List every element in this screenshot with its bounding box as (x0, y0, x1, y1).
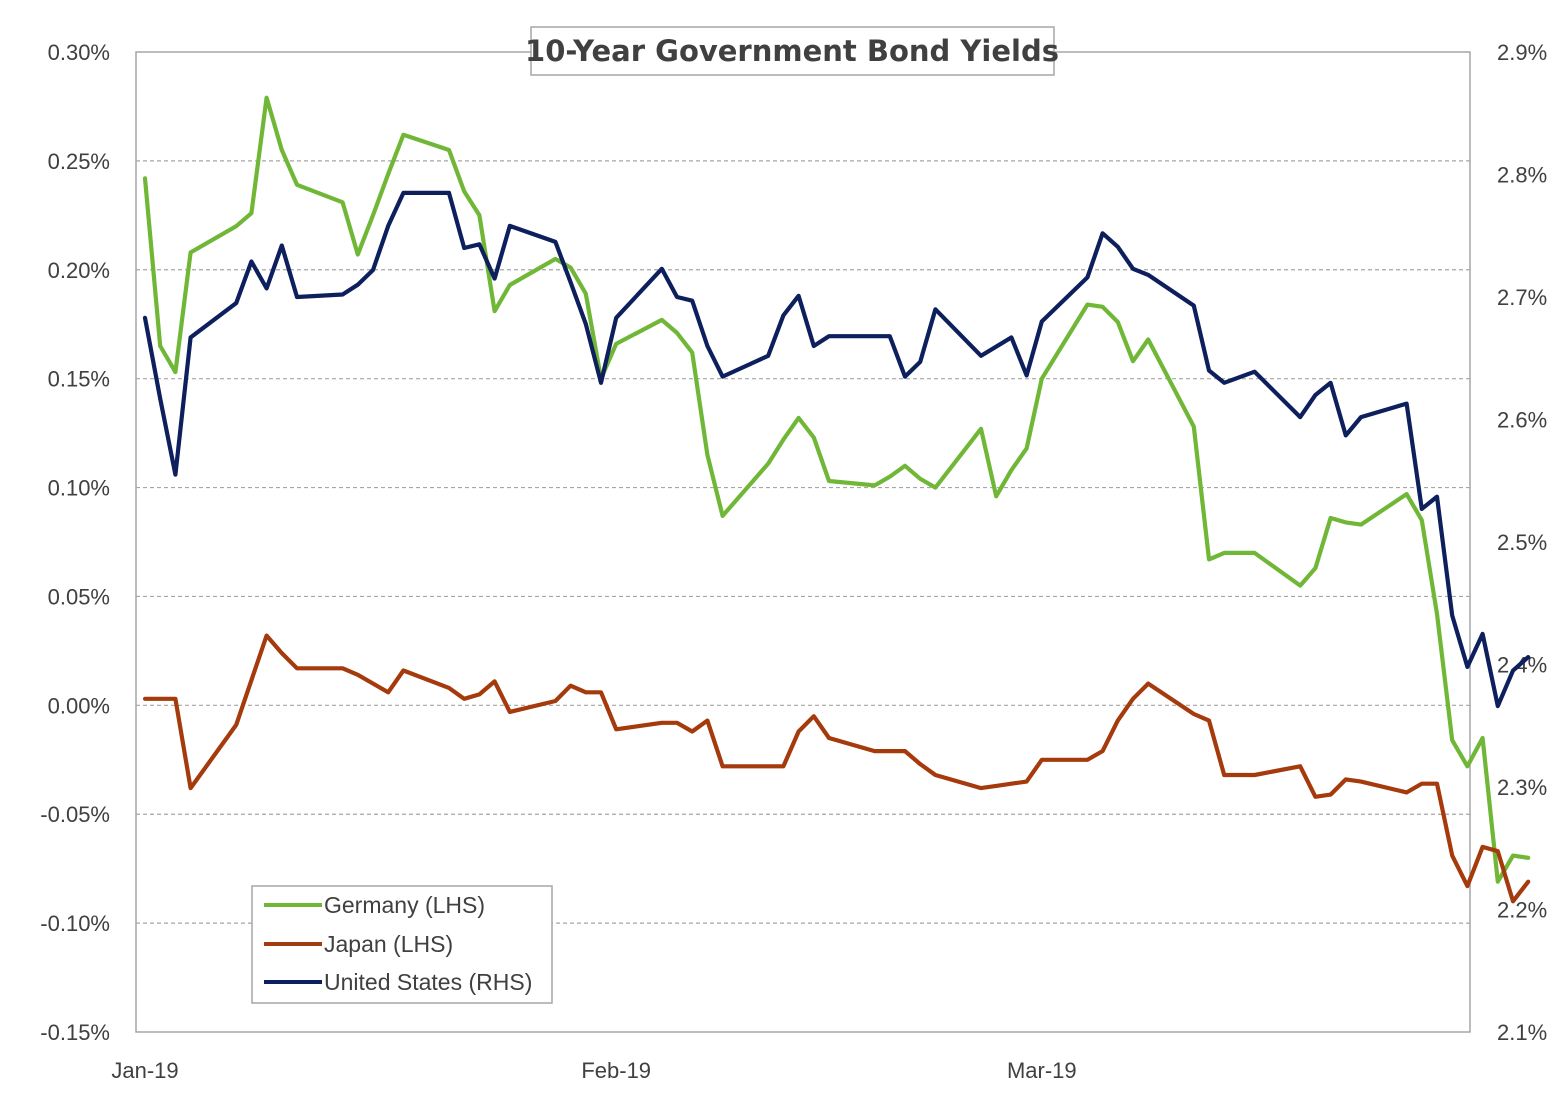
right-tick-label: 2.7% (1497, 285, 1547, 310)
legend-label-japan: Japan (LHS) (324, 931, 453, 957)
left-tick-label: 0.30% (48, 40, 110, 65)
right-tick-label: 2.3% (1497, 775, 1547, 800)
left-tick-label: 0.20% (48, 258, 110, 283)
series-line-japan (142, 633, 1531, 904)
chart-title-box: 10-Year Government Bond Yields (525, 26, 1059, 76)
right-tick-label: 2.8% (1497, 163, 1547, 188)
right-axis-tick-labels: 2.1%2.2%2.3%2.4%2.5%2.6%2.7%2.8%2.9% (1497, 40, 1547, 1045)
series-line-united-states (142, 190, 1531, 709)
left-tick-label: 0.00% (48, 693, 110, 718)
x-tick-label: Mar-19 (1007, 1058, 1077, 1083)
right-tick-label: 2.2% (1497, 898, 1547, 923)
series-line-germany (142, 95, 1531, 884)
legend: Germany (LHS) Japan (LHS) United States … (251, 885, 553, 1004)
x-tick-label: Jan-19 (111, 1058, 178, 1083)
left-tick-label: -0.15% (40, 1020, 110, 1045)
gridlines (136, 160, 1470, 924)
legend-label-united-states: United States (RHS) (324, 969, 532, 995)
left-tick-label: -0.05% (40, 802, 110, 827)
left-axis-tick-labels: -0.15% -0.10% -0.05% 0.00% 0.05% 0.10% 0.15% 0.… (40, 40, 110, 1045)
left-tick-label: 0.05% (48, 584, 110, 609)
x-tick-label: Feb-19 (581, 1058, 651, 1083)
legend-label-germany: Germany (LHS) (324, 892, 485, 918)
series-lines (142, 95, 1531, 904)
chart-title-frame (530, 26, 1055, 76)
left-tick-label: 0.15% (48, 367, 110, 392)
right-tick-label: 2.6% (1497, 408, 1547, 433)
left-tick-label: 0.25% (48, 149, 110, 174)
right-tick-label: 2.1% (1497, 1020, 1547, 1045)
right-tick-label: 2.5% (1497, 530, 1547, 555)
chart-title: 10-Year Government Bond Yields (525, 34, 1059, 68)
x-axis-tick-labels: Jan-19 Feb-19 Mar-19 (111, 1058, 1076, 1083)
left-tick-label: -0.10% (40, 911, 110, 936)
left-tick-label: 0.10% (48, 476, 110, 501)
right-tick-label: 2.9% (1497, 40, 1547, 65)
